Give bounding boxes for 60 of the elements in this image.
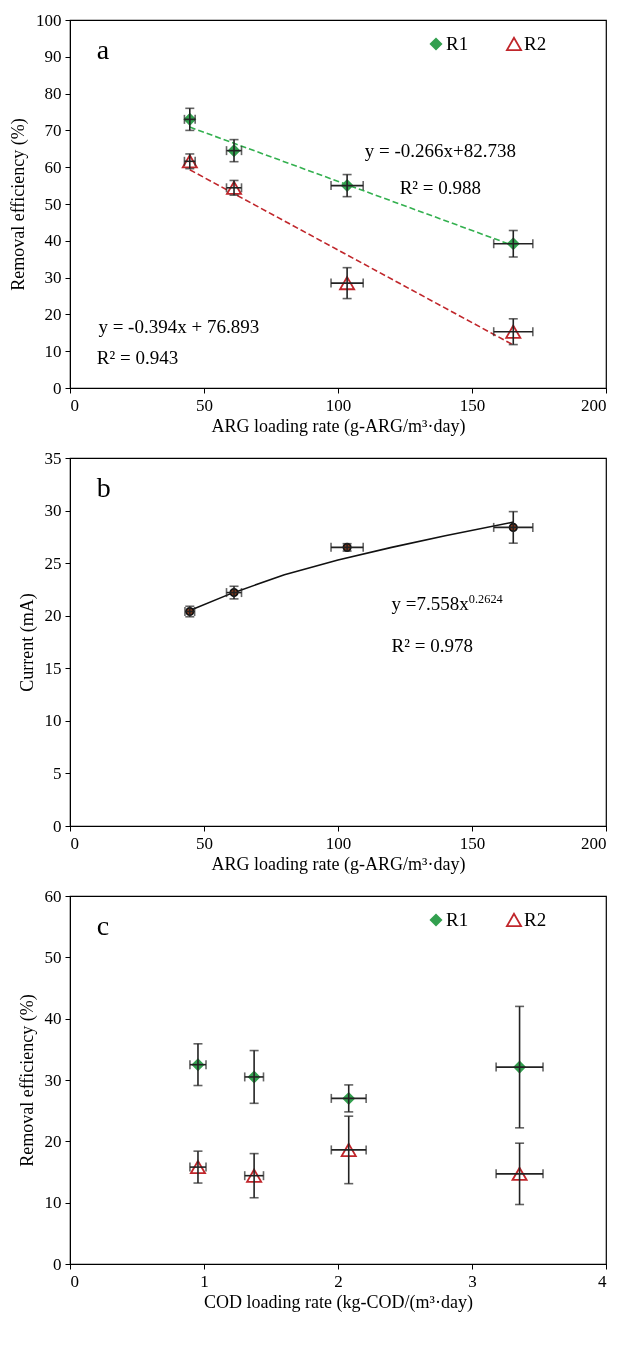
y-tick-label: 10 (44, 1193, 62, 1213)
y-axis-title: Current (mA) (16, 593, 38, 692)
y-tick-label: 0 (53, 816, 62, 836)
y-axis-title: Removal efficiency (%) (8, 118, 29, 291)
x-axis-title: ARG loading rate (g-ARG/m³·day) (211, 853, 466, 875)
y-tick-label: 30 (44, 1070, 62, 1090)
x-tick-label: 150 (459, 833, 486, 853)
x-tick-label: 200 (581, 833, 607, 853)
y-tick-label: 30 (44, 501, 62, 521)
legend-label: R1 (446, 32, 469, 54)
x-tick-label: 4 (598, 1271, 607, 1291)
y-tick-label: 40 (44, 231, 62, 251)
legend-label: R1 (446, 908, 469, 930)
y-tick-label: 0 (53, 1254, 62, 1274)
x-tick-label: 0 (70, 833, 79, 853)
x-tick-label: 50 (196, 833, 213, 853)
annotation: a (96, 34, 110, 66)
annotation: R² = 0.978 (391, 634, 473, 656)
y-tick-label: 60 (44, 157, 62, 177)
y-axis-title: Removal efficiency (%) (16, 994, 38, 1167)
x-axis-title: COD loading rate (kg-COD/(m³·day) (204, 1291, 473, 1313)
legend-label: R2 (524, 908, 547, 930)
y-tick-label: 35 (44, 448, 62, 468)
x-tick-label: 100 (325, 395, 352, 415)
x-tick-label: 3 (468, 1271, 477, 1291)
y-tick-label: 50 (44, 947, 62, 967)
x-tick-label: 200 (581, 395, 607, 415)
legend-label: R2 (524, 32, 547, 54)
y-tick-label: 90 (44, 47, 62, 67)
y-tick-label: 60 (44, 886, 62, 906)
y-tick-label: 20 (44, 304, 62, 324)
y-tick-label: 25 (44, 553, 62, 573)
y-tick-label: 50 (44, 194, 62, 214)
y-tick-label: 5 (53, 763, 62, 783)
annotation: R² = 0.943 (96, 346, 179, 368)
annotation: b (96, 472, 111, 504)
y-tick-label: 70 (44, 120, 62, 140)
y-tick-label: 15 (44, 658, 62, 678)
annotation: y = -0.266x+82.738 (364, 140, 517, 162)
x-axis-title: ARG loading rate (g-ARG/m³·day) (211, 415, 466, 437)
x-tick-label: 150 (459, 395, 486, 415)
annotation: y = -0.394x + 76.893 (98, 315, 260, 337)
x-tick-label: 2 (334, 1271, 343, 1291)
y-tick-label: 20 (44, 606, 62, 626)
y-tick-label: 30 (44, 268, 62, 288)
x-tick-label: 100 (325, 833, 352, 853)
x-tick-label: 1 (200, 1271, 209, 1291)
y-tick-label: 100 (36, 10, 62, 30)
x-tick-label: 0 (70, 395, 79, 415)
y-tick-label: 0 (53, 378, 62, 398)
x-tick-label: 0 (70, 1271, 79, 1291)
annotation: R² = 0.988 (399, 176, 481, 198)
annotation: c (96, 909, 110, 941)
y-tick-label: 20 (44, 1131, 62, 1151)
x-tick-label: 50 (196, 395, 213, 415)
y-tick-label: 10 (44, 711, 62, 731)
y-tick-label: 10 (44, 341, 62, 361)
y-tick-label: 80 (44, 84, 62, 104)
annotation: y =7.558x$^{0.2624}$ (391, 592, 503, 615)
y-tick-label: 40 (44, 1009, 62, 1029)
